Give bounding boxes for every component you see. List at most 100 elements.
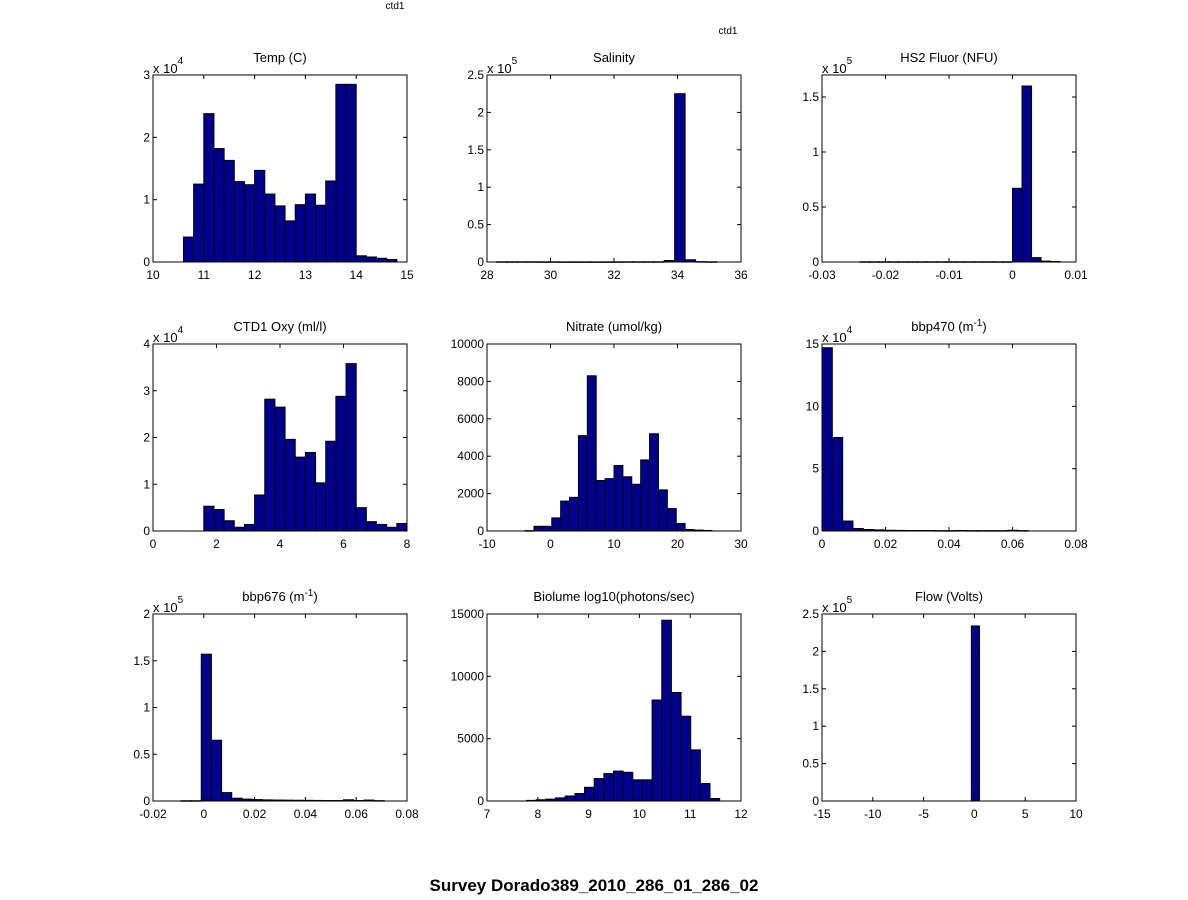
- y-tick-label: 4000: [457, 449, 484, 463]
- x-tick-label: 0.04: [294, 807, 318, 821]
- y-tick-label: 8000: [457, 374, 484, 388]
- histogram-bar: [332, 800, 344, 802]
- x-tick-label: 32: [607, 268, 621, 282]
- y-tick-label: 1: [812, 719, 819, 733]
- y-tick-label: 15: [806, 337, 820, 351]
- x-tick-label: 11: [684, 807, 697, 821]
- x-tick-label: 15: [400, 268, 414, 282]
- x-tick-label: 0.06: [345, 807, 369, 821]
- histogram-bar: [210, 739, 223, 802]
- y-tick-label: 0: [477, 524, 484, 538]
- y-tick-label: 0: [812, 255, 819, 269]
- plot-title: HS2 Fluor (NFU): [900, 50, 998, 65]
- y-tick-label: 15000: [451, 607, 485, 621]
- histogram-bar: [976, 530, 988, 532]
- histogram-bar: [842, 520, 854, 532]
- histogram-bar: [353, 800, 365, 802]
- histogram-bar: [996, 530, 1009, 532]
- histogram-panel: -0.03 -0.02 -0.01 0 0.01 0 0.5 1 1.5x 105 HS2 Flu…: [802, 50, 1088, 282]
- y-exponent-label: x 104: [822, 325, 853, 345]
- histogram-bar: [907, 261, 918, 263]
- histogram-bar: [859, 261, 871, 263]
- histogram-bar: [284, 220, 296, 263]
- y-tick-label: 1.5: [802, 90, 819, 104]
- y-tick-label: 0: [143, 794, 150, 808]
- axes-box: [152, 613, 408, 802]
- x-tick-label: 8: [404, 537, 411, 551]
- x-tick-label: 9: [585, 807, 592, 821]
- histogram-bar: [569, 496, 579, 532]
- x-tick-label: 30: [544, 268, 558, 282]
- histogram-bar: [577, 435, 588, 532]
- histogram-bar: [180, 800, 192, 802]
- histogram-bar: [699, 783, 711, 802]
- histogram-bar: [335, 395, 347, 532]
- y-tick-label: 0: [477, 794, 484, 808]
- histogram-bar: [595, 480, 606, 532]
- y-tick-label: 2: [143, 431, 150, 445]
- y-tick-label: 4: [143, 337, 150, 351]
- histogram-bar: [516, 261, 529, 263]
- histogram-bar: [873, 529, 885, 532]
- x-tick-label: 13: [299, 268, 313, 282]
- histogram-bar: [640, 459, 651, 532]
- y-tick-label: 0: [812, 794, 819, 808]
- histogram-bar: [376, 257, 388, 263]
- x-tick-label: 28: [480, 268, 494, 282]
- x-tick-label: 0: [819, 537, 826, 551]
- plot-title: Temp (C): [253, 50, 306, 65]
- histogram-bar: [343, 799, 355, 802]
- histogram-bar: [533, 525, 544, 532]
- histogram-bar: [642, 261, 655, 263]
- x-tick-label: 10: [607, 537, 621, 551]
- histogram-bar: [653, 261, 665, 263]
- histogram-bar: [190, 800, 202, 802]
- histogram-bar: [1050, 261, 1061, 263]
- histogram-bar: [661, 619, 672, 802]
- histogram-bar: [632, 261, 644, 263]
- histogram-bar: [674, 93, 686, 263]
- histogram-bar: [315, 482, 327, 532]
- x-tick-label: -0.01: [935, 268, 963, 282]
- histogram-bar: [986, 530, 998, 532]
- histogram-bar: [545, 798, 557, 802]
- histogram-bar: [304, 193, 317, 263]
- y-tick-label: 1: [143, 477, 150, 491]
- x-tick-label: 12: [248, 268, 262, 282]
- x-tick-label: 11: [198, 268, 211, 282]
- y-exponent-label: x 104: [153, 56, 184, 76]
- histogram-bar: [831, 437, 844, 532]
- x-tick-label: 14: [350, 268, 364, 282]
- y-exponent-label: x 105: [487, 56, 518, 76]
- histogram-bar: [584, 786, 595, 802]
- y-tick-label: 0: [143, 524, 150, 538]
- histogram-bar: [945, 530, 957, 532]
- x-tick-label: 8: [534, 807, 541, 821]
- histogram-bar: [302, 799, 314, 802]
- histogram-bar: [243, 184, 256, 263]
- histogram-bar: [603, 773, 614, 802]
- histogram-bar: [396, 523, 408, 532]
- histogram-bar: [924, 530, 937, 532]
- x-tick-label: 0.08: [1064, 537, 1088, 551]
- y-tick-label: 10000: [451, 337, 485, 351]
- x-tick-label: 10: [633, 807, 647, 821]
- histogram-bar: [363, 799, 375, 802]
- x-tick-label: 2: [213, 537, 220, 551]
- y-tick-label: 1: [143, 193, 150, 207]
- histogram-bar: [526, 799, 537, 802]
- histogram-panel: -15 -10 -5 0 5 10 0 0.5 1 1.5 2 2.5 x 105 Flow (Volts…: [802, 589, 1083, 821]
- histogram-bar: [970, 625, 980, 802]
- histogram-bar: [684, 529, 695, 532]
- histogram-bar: [852, 528, 864, 532]
- histogram-bar: [821, 347, 833, 532]
- y-tick-label: 6000: [457, 412, 484, 426]
- figure-suptitle: Survey Dorado389_2010_286_01_286_02: [430, 876, 759, 895]
- x-tick-label: 6: [340, 537, 347, 551]
- histogram-bar: [983, 261, 994, 263]
- histogram-bar: [670, 692, 682, 802]
- x-tick-label: 20: [671, 537, 685, 551]
- x-tick-label: 7: [484, 807, 491, 821]
